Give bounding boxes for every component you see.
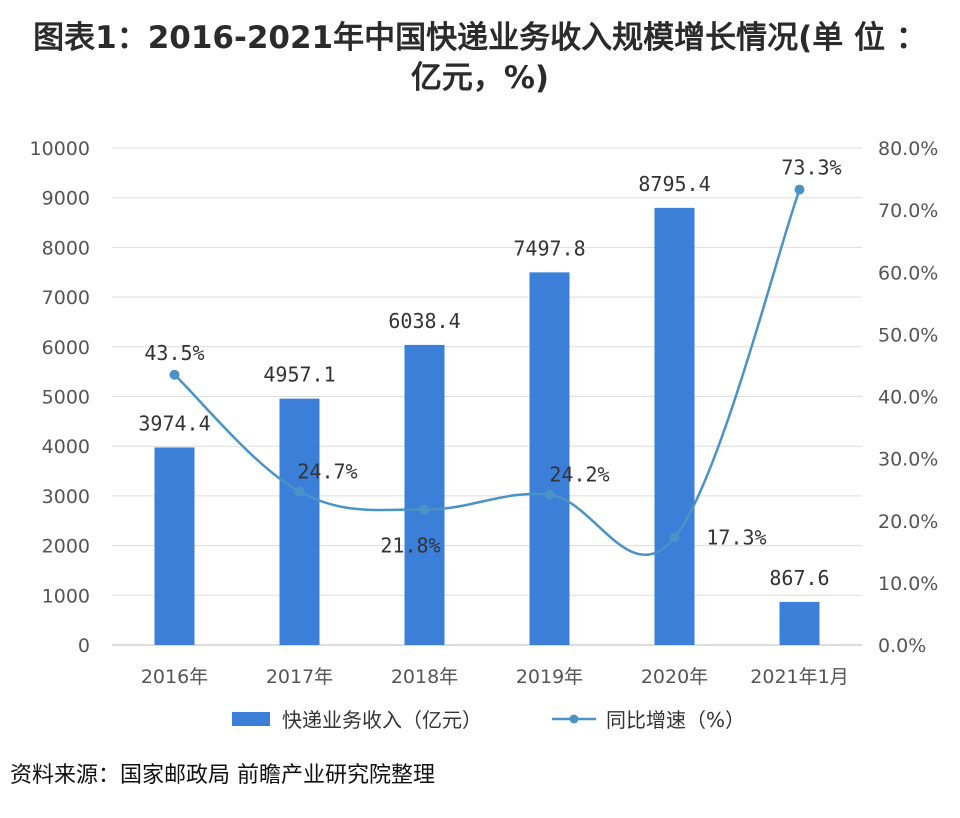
- y-left-tick-label: 6000: [42, 337, 90, 359]
- line-point: [544, 489, 555, 500]
- bar-value-label: 7497.8: [513, 236, 585, 260]
- bar-value-label: 6038.4: [388, 309, 460, 333]
- y-right-tick-label: 10.0%: [878, 573, 938, 595]
- line-point: [794, 184, 805, 195]
- x-tick-label: 2017年: [266, 666, 333, 688]
- bar: [279, 398, 320, 645]
- y-right-tick-label: 30.0%: [878, 449, 938, 471]
- x-tick-label: 2019年: [516, 666, 583, 688]
- line-point: [294, 486, 305, 497]
- bar-value-label: 867.6: [769, 566, 829, 590]
- y-left-tick-label: 2000: [42, 536, 90, 558]
- y-left-tick-label: 7000: [42, 287, 90, 309]
- y-right-tick-label: 70.0%: [878, 200, 938, 222]
- bar-value-label: 8795.4: [638, 172, 710, 196]
- y-left-tick-label: 1000: [42, 585, 90, 607]
- y-left-tick-label: 5000: [42, 387, 90, 409]
- y-right-tick-label: 0.0%: [878, 635, 926, 657]
- legend-bar-label: 快递业务收入（亿元）: [282, 708, 482, 732]
- y-axis-right: 0.0% 10.0% 20.0% 30.0% 40.0% 50.0% 60.0% 70.0% 8…: [878, 138, 938, 657]
- source-note: 资料来源：国家邮政局 前瞻产业研究院整理: [10, 763, 435, 788]
- x-tick-label: 2018年: [391, 666, 458, 688]
- bar-value-label: 3974.4: [138, 411, 210, 435]
- y-left-tick-label: 10000: [30, 138, 90, 160]
- y-left-tick-label: 8000: [42, 237, 90, 259]
- line-value-label: 24.2%: [549, 463, 609, 487]
- line-value-label: 24.7%: [297, 460, 357, 484]
- bar: [654, 207, 695, 645]
- line-point: [419, 504, 430, 515]
- legend-line-label: 同比增速（%）: [606, 708, 745, 732]
- line-value-label: 43.5%: [144, 341, 204, 365]
- x-axis: 2016年 2017年 2018年 2019年 2020年 2021年1月: [141, 666, 849, 688]
- legend-bar-swatch: [232, 712, 270, 726]
- bar: [154, 447, 195, 645]
- x-tick-label: 2021年1月: [750, 666, 848, 688]
- line-value-label: 21.8%: [380, 534, 440, 558]
- bar-series: 3974.4 4957.1 6038.4 7497.8 8795.4 867.6: [138, 172, 830, 645]
- x-tick-label: 2016年: [141, 666, 208, 688]
- bar: [404, 344, 445, 645]
- x-tick-label: 2020年: [641, 666, 708, 688]
- y-right-tick-label: 60.0%: [878, 262, 938, 284]
- chart-title-line1: 图表1：2016-2021年中国快递业务收入规模增长情况(单 位 ：: [33, 20, 927, 56]
- line-series: 43.5% 24.7% 21.8% 24.2% 17.3% 73.3%: [144, 156, 841, 558]
- line-point: [669, 532, 680, 543]
- bar-value-label: 4957.1: [263, 363, 335, 387]
- bar: [529, 272, 570, 645]
- chart-title-line2: 亿元，%): [410, 60, 550, 96]
- line-value-label: 17.3%: [706, 526, 766, 550]
- y-left-tick-label: 3000: [42, 486, 90, 508]
- y-left-tick-label: 4000: [42, 436, 90, 458]
- grid-lines: [112, 147, 862, 646]
- y-right-tick-label: 50.0%: [878, 324, 938, 346]
- y-right-tick-label: 80.0%: [878, 138, 938, 160]
- line-point: [169, 369, 180, 380]
- y-left-tick-label: 9000: [42, 188, 90, 210]
- y-right-tick-label: 40.0%: [878, 387, 938, 409]
- y-left-tick-label: 0: [78, 635, 90, 657]
- line-value-label: 73.3%: [781, 156, 841, 180]
- y-axis-left: 0 1000 2000 3000 4000 5000 6000 7000 8000 9000 100…: [30, 138, 90, 657]
- growth-rate-line: [173, 189, 801, 556]
- legend-line-marker: [569, 714, 579, 724]
- legend: 快递业务收入（亿元） 同比增速（%）: [232, 708, 745, 732]
- chart-title: 图表1：2016-2021年中国快递业务收入规模增长情况(单 位 ： 亿元，%): [0, 18, 960, 98]
- bar: [779, 601, 820, 645]
- y-right-tick-label: 20.0%: [878, 511, 938, 533]
